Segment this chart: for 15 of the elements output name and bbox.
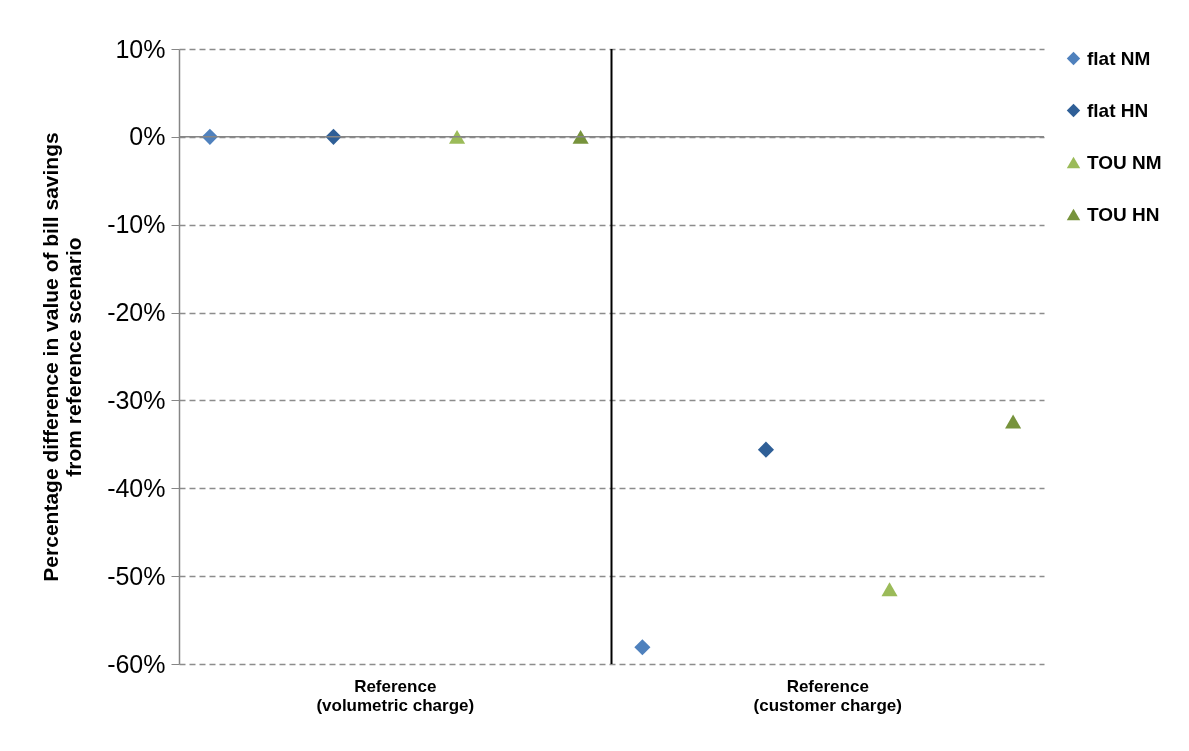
y-tick-label: -10% <box>107 210 166 239</box>
y-tick-label: 10% <box>115 34 166 63</box>
y-tick-label: -30% <box>107 385 166 414</box>
y-tick-label: -20% <box>107 298 166 327</box>
y-tick-label: 0% <box>129 122 166 151</box>
legend-label: TOU NM <box>1087 151 1162 173</box>
y-tick-label: -60% <box>107 649 166 678</box>
y-tick-label: -40% <box>107 473 166 502</box>
y-tick-label: -50% <box>107 561 166 590</box>
y-axis-title: Percentage difference in value of bill savings from reference scenario <box>39 132 86 582</box>
x-tick-label: Reference (volumetric charge) <box>316 676 475 715</box>
x-tick-label: Reference (customer charge) <box>753 676 902 715</box>
legend-label: flat HN <box>1087 99 1149 121</box>
legend-label: flat NM <box>1087 47 1151 69</box>
legend-label: TOU HN <box>1087 203 1160 225</box>
